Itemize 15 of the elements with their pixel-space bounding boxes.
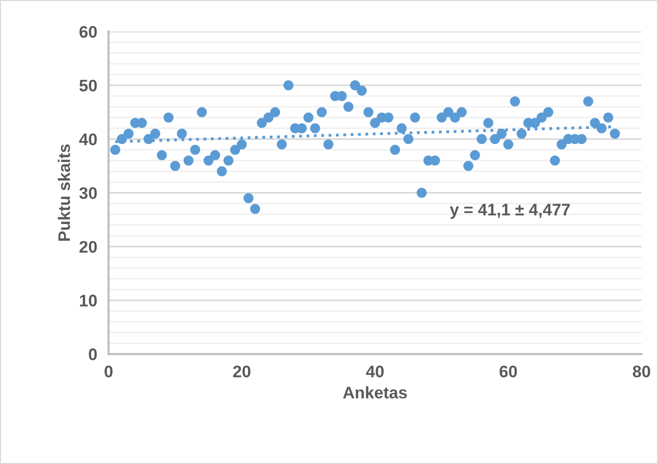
x-tick-label: 40 [366,366,384,378]
annotation: y = 41,1 ± 4,477 [450,204,570,219]
y-tick-label: 30 [79,187,97,200]
y-tick-label: 20 [80,240,97,253]
y-tick-label: 40 [79,133,97,146]
y-axis-title: Puktu skaits [58,144,70,241]
y-tick-label: 10 [80,294,97,306]
x-tick-label: 20 [233,366,250,378]
y-tick-label: 50 [79,80,97,92]
x-axis-title: Anketas [343,386,407,398]
x-tick-label: 80 [632,366,650,378]
y-tick-label: 60 [80,26,97,38]
x-tick-label: 60 [500,366,517,378]
x-tick-label: 0 [104,366,113,378]
y-tick-label: 0 [88,348,97,360]
